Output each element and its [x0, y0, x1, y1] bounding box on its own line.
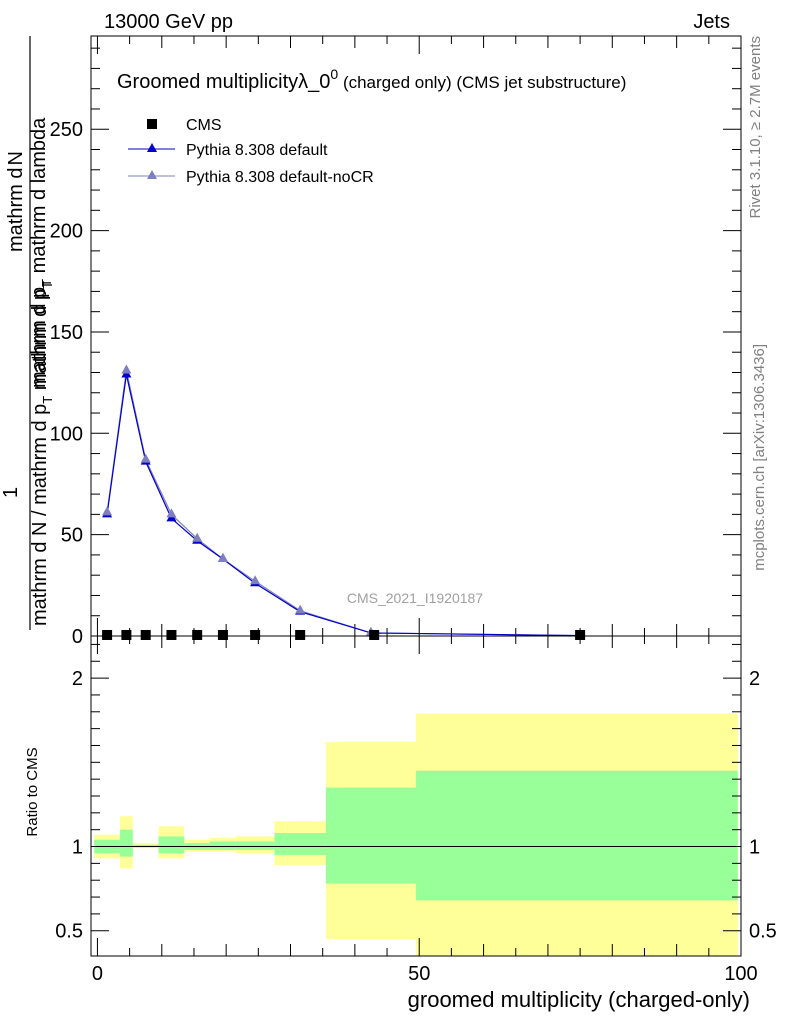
ratio-ytick-label-right: 1	[749, 837, 760, 859]
ratio-y-label: Ratio to CMS	[24, 747, 41, 836]
cms-point	[250, 629, 261, 640]
ratio-band-inner	[158, 836, 185, 854]
header-right: Jets	[693, 11, 730, 33]
watermark: CMS_2021_I1920187	[347, 590, 483, 606]
ratio-ytick-label-right: 2	[749, 668, 760, 690]
legend-marker-nocr	[147, 170, 157, 179]
main-ytick-label: 200	[50, 221, 83, 243]
plot-title-main: Groomed multiplicityλ_0	[117, 71, 330, 93]
main-ytick-label: 0	[72, 626, 83, 648]
ylabel-one: 1	[0, 487, 22, 498]
ratio-bands	[94, 713, 738, 956]
ratio-band-inner	[325, 787, 416, 884]
series-line-2	[106, 370, 581, 637]
main-ytick-label: 150	[50, 322, 83, 344]
ylabel-numerator-2: mathrm d pT mathrm d lambda	[28, 117, 54, 388]
series-line-1	[106, 374, 581, 637]
ratio-ytick-label-right: 0.5	[749, 921, 777, 943]
main-ytick-label: 250	[50, 119, 83, 141]
mcplots-label: mcplots.cern.ch [arXiv:1306.3436]	[751, 344, 768, 571]
legend-marker-cms	[147, 119, 157, 129]
plot-title-sup: 0	[330, 66, 338, 82]
series-point-2	[250, 575, 261, 585]
main-ytick-label: 50	[61, 525, 83, 547]
ratio-ytick-label: 1	[72, 837, 83, 859]
xtick-label: 0	[92, 963, 103, 985]
ylabel-numerator-1: mathrm dN	[5, 151, 27, 252]
cms-point	[575, 629, 586, 640]
main-ytick-label: 100	[50, 423, 83, 445]
series-point-2	[192, 532, 203, 542]
ratio-plot: 0.5 0.5 1 1 2 2 0 50 100	[55, 635, 777, 985]
series-point-2	[121, 364, 132, 374]
cms-point	[192, 629, 203, 640]
cms-point	[217, 629, 228, 640]
series-point-2	[217, 552, 228, 562]
legend-marker-default	[147, 143, 157, 152]
main-plot-series	[102, 364, 586, 640]
legend-label-default: Pythia 8.308 default	[186, 142, 328, 159]
series-point-2	[102, 506, 113, 516]
ratio-ytick-label: 0.5	[55, 921, 83, 943]
ratio-band-inner	[416, 770, 738, 901]
legend-entry-nocr: Pythia 8.308 default-noCR	[128, 169, 374, 186]
legend-label-cms: CMS	[186, 117, 222, 134]
series-point-2	[140, 453, 151, 463]
ratio-plot-ticks: 0.5 0.5 1 1 2 2 0 50 100	[55, 636, 777, 985]
cms-point	[121, 629, 132, 640]
xtick-label: 100	[724, 963, 757, 985]
legend: CMS Pythia 8.308 default Pythia 8.308 de…	[128, 117, 374, 186]
ratio-ytick-label: 2	[72, 668, 83, 690]
legend-label-nocr: Pythia 8.308 default-noCR	[186, 169, 374, 186]
main-y-axis-label: mathrm dN mathrm d pT mathrm d lambda 1 …	[0, 36, 55, 630]
cms-point	[369, 629, 380, 640]
plot-title: Groomed multiplicityλ_00 (charged only) …	[117, 66, 626, 93]
main-plot-ticks: 0 50 100 150 200 250	[50, 36, 742, 648]
ratio-band-inner	[235, 841, 275, 850]
xtick-label: 50	[408, 963, 430, 985]
cms-point	[295, 629, 306, 640]
plot-title-rest: (charged only) (CMS jet substructure)	[338, 73, 626, 92]
ratio-band-inner	[210, 841, 236, 850]
rivet-label: Rivet 3.1.10, ≥ 2.7M events	[747, 36, 764, 219]
cms-point	[140, 629, 151, 640]
legend-entry-cms: CMS	[147, 117, 222, 134]
main-plot: 0 50 100 150 200 250	[50, 35, 742, 648]
ratio-band-inner	[274, 833, 326, 855]
ratio-band-inner	[119, 829, 133, 857]
cms-point	[102, 629, 113, 640]
header-left: 13000 GeV pp	[104, 11, 233, 33]
cms-point	[166, 629, 177, 640]
x-axis-label: groomed multiplicity (charged-only)	[408, 987, 750, 1012]
legend-entry-default: Pythia 8.308 default	[128, 142, 328, 159]
series-point-2	[166, 508, 177, 518]
series-point-2	[295, 604, 306, 614]
ylabel-denominator: mathrm d N / mathrm d pT mathrm d pT	[29, 281, 55, 626]
